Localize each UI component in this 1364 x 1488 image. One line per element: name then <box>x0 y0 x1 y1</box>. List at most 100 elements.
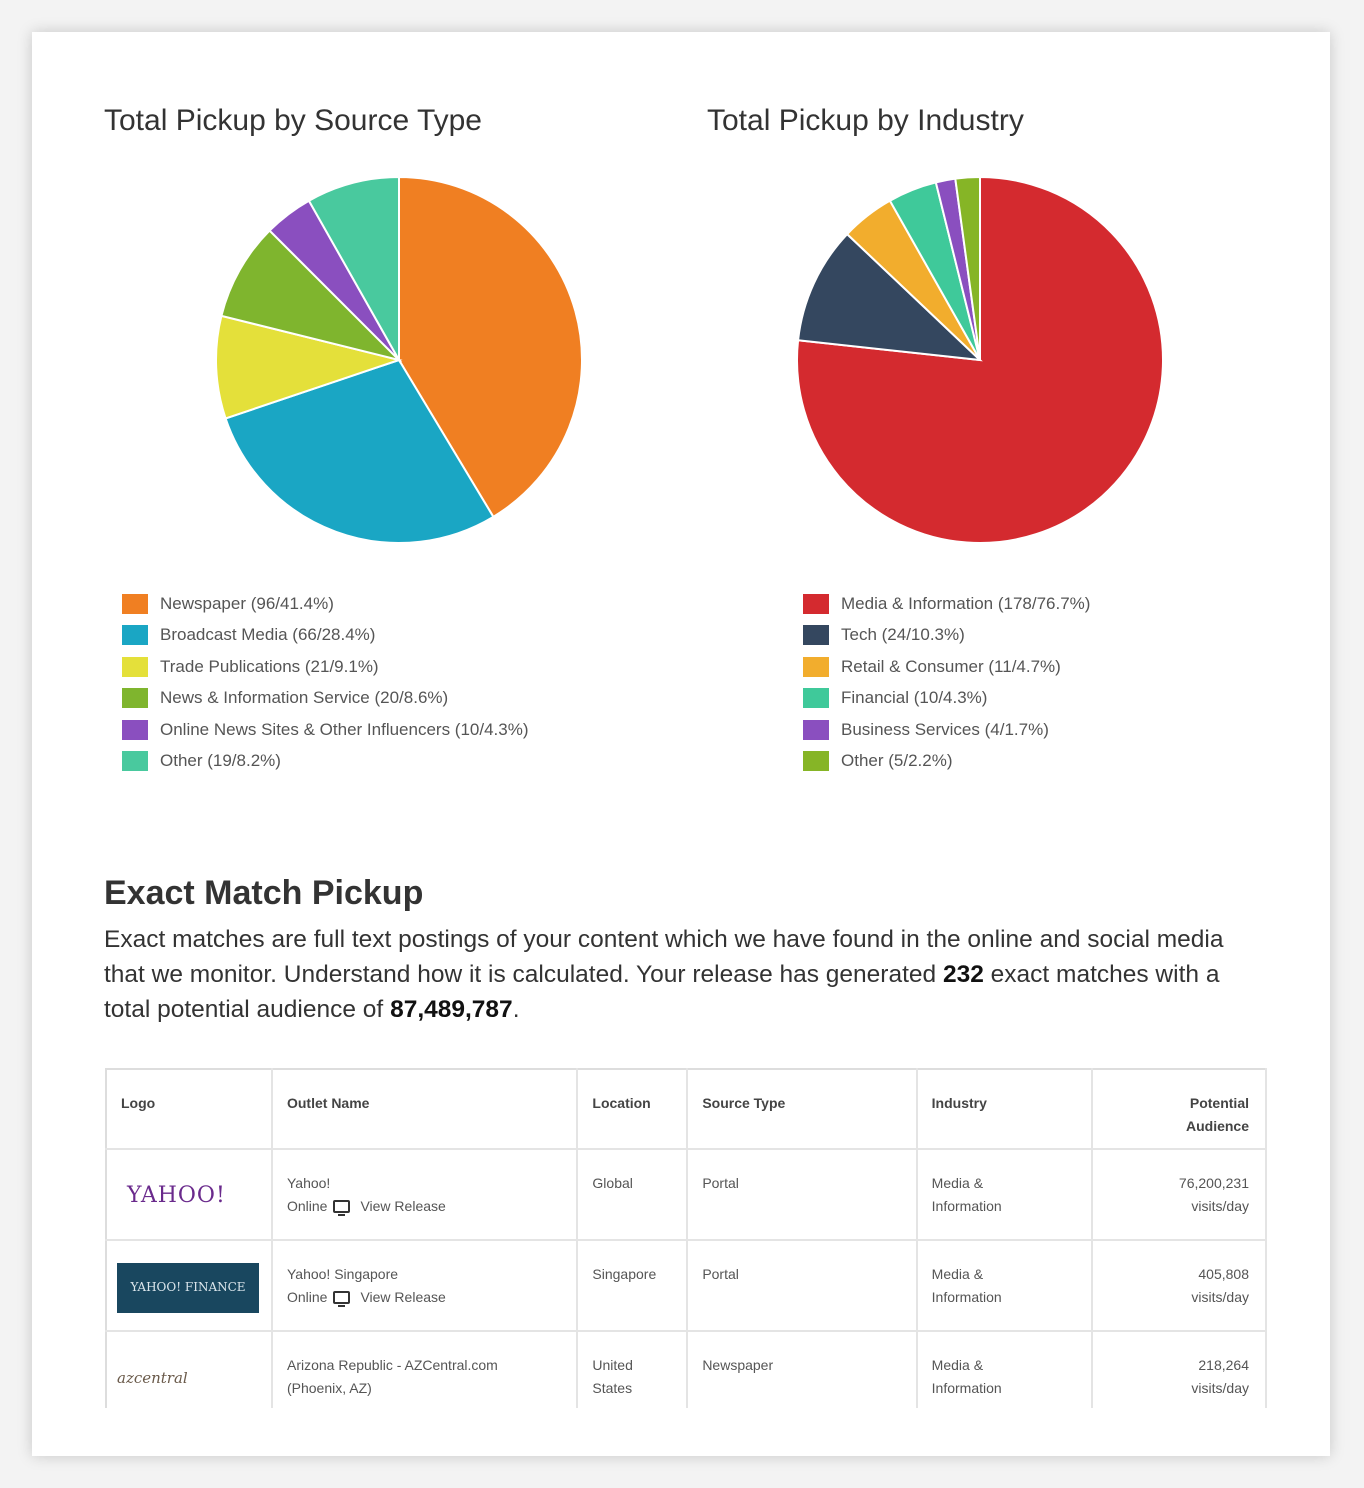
outlet-logo-cell: azcentral <box>106 1331 273 1408</box>
pie-slice-news-information-service[interactable] <box>220 229 403 362</box>
location-cell: Global <box>577 1149 689 1241</box>
source-type-chart-block: Total Pickup by Source Type Newspaper (9… <box>104 32 704 812</box>
column-header-location[interactable]: Location <box>577 1069 689 1150</box>
audience-cell: 218,264 visits/day <box>1092 1331 1267 1408</box>
legend-label: Media & Information (178/76.7%) <box>841 593 1091 613</box>
legend-label: Online News Sites & Other Influencers (1… <box>160 719 529 739</box>
exact-match-table: Logo Outlet Name Location Source Type In… <box>105 1068 1267 1408</box>
location-line-1: United <box>592 1357 633 1373</box>
exact-match-title: Exact Match Pickup <box>104 874 424 912</box>
industry-line-1: Media & <box>931 1175 984 1191</box>
header-audience-line1: Potential <box>1189 1095 1249 1111</box>
online-label: Online <box>286 1198 328 1214</box>
column-header-outlet-name[interactable]: Outlet Name <box>271 1069 579 1150</box>
outlet-name: Yahoo! Singapore <box>286 1266 399 1282</box>
industry-chart-block: Total Pickup by Industry Media & Informa… <box>707 32 1307 812</box>
audience-unit: visits/day <box>1191 1380 1249 1396</box>
industry-line-1: Media & <box>931 1357 984 1373</box>
exact-match-audience: 87,489,787 <box>390 996 513 1023</box>
industry-chart-title: Total Pickup by Industry <box>707 104 1024 137</box>
monitor-icon <box>333 1200 351 1216</box>
online-label: Online <box>286 1289 328 1305</box>
report-card: Total Pickup by Source Type Newspaper (9… <box>32 32 1330 1456</box>
pie-slice-other[interactable] <box>307 175 400 364</box>
legend-item-broadcast-media: Broadcast Media (66/28.4%) <box>122 620 529 652</box>
industry-legend: Media & Information (178/76.7%) Tech (24… <box>803 588 1090 777</box>
industry-line-2: Information <box>931 1198 1002 1214</box>
legend-item-newspaper: Newspaper (96/41.4%) <box>122 588 529 620</box>
outlet-name-cell: Arizona Republic - AZCentral.com (Phoenix… <box>271 1331 579 1408</box>
legend-swatch <box>122 688 148 709</box>
legend-swatch <box>122 719 148 740</box>
legend-item-other: Other (5/2.2%) <box>803 746 1090 778</box>
column-header-source-type[interactable]: Source Type <box>687 1069 918 1150</box>
outlet-name: Arizona Republic - AZCentral.com <box>286 1357 498 1373</box>
legend-item-news-information-service: News & Information Service (20/8.6%) <box>122 683 529 715</box>
pie-slice-other[interactable] <box>954 175 981 361</box>
industry-cell: Media & Information <box>916 1149 1094 1241</box>
location-line-2: States <box>592 1380 633 1396</box>
table-row: azcentral Arizona Republic - AZCentral.c… <box>106 1331 1267 1408</box>
legend-label: Tech (24/10.3%) <box>841 625 965 645</box>
industry-line-1: Media & <box>931 1266 984 1282</box>
exact-match-text-1: Exact matches are full text postings of … <box>104 926 1224 988</box>
legend-item-retail-consumer: Retail & Consumer (11/4.7%) <box>803 651 1090 683</box>
legend-swatch <box>803 751 829 772</box>
legend-label: News & Information Service (20/8.6%) <box>160 688 449 708</box>
exact-match-description: Exact matches are full text postings of … <box>104 922 1254 1027</box>
legend-label: Business Services (4/1.7%) <box>841 719 1049 739</box>
source-type-cell: Portal <box>687 1149 918 1241</box>
industry-pie-chart <box>796 175 1164 544</box>
audience-cell: 76,200,231 visits/day <box>1092 1149 1267 1241</box>
pie-slice-newspaper[interactable] <box>398 175 583 519</box>
column-header-potential-audience[interactable]: Potential Audience <box>1092 1069 1267 1150</box>
exact-match-count: 232 <box>942 961 984 988</box>
legend-item-media-information: Media & Information (178/76.7%) <box>803 588 1090 620</box>
column-header-industry[interactable]: Industry <box>916 1069 1094 1150</box>
legend-swatch <box>803 656 829 677</box>
outlet-name-cell: Yahoo! Online View Release <box>271 1149 579 1241</box>
legend-swatch <box>122 751 148 772</box>
source-type-pie-chart <box>215 175 583 544</box>
column-header-logo: Logo <box>106 1069 273 1150</box>
outlet-city: (Phoenix, AZ) <box>286 1380 372 1396</box>
exact-match-text-2: exact matches with a total potential aud… <box>104 961 1220 1023</box>
table-row: YAHOO! FINANCE Yahoo! Singapore Online Vi… <box>106 1240 1267 1332</box>
yahoo-logo: YAHOO! <box>127 1183 226 1208</box>
legend-label: Newspaper (96/41.4%) <box>160 593 334 613</box>
legend-label: Financial (10/4.3%) <box>841 688 988 708</box>
legend-swatch <box>122 593 148 614</box>
audience-unit: visits/day <box>1191 1289 1249 1305</box>
view-release-link[interactable]: View Release <box>360 1198 446 1214</box>
legend-swatch <box>803 688 829 709</box>
legend-label: Other (19/8.2%) <box>160 751 281 771</box>
industry-cell: Media & Information <box>916 1331 1094 1408</box>
outlet-logo-cell: YAHOO! FINANCE <box>106 1240 273 1332</box>
exact-match-table-container[interactable]: Logo Outlet Name Location Source Type In… <box>105 1068 1267 1408</box>
pie-slice-tech[interactable] <box>796 232 983 362</box>
header-audience-line2: Audience <box>1185 1118 1249 1134</box>
legend-label: Retail & Consumer (11/4.7%) <box>841 656 1061 676</box>
source-type-cell: Portal <box>687 1240 918 1332</box>
legend-item-financial: Financial (10/4.3%) <box>803 683 1090 715</box>
outlet-name-cell: Yahoo! Singapore Online View Release <box>271 1240 579 1332</box>
pie-slice-broadcast-media[interactable] <box>224 358 495 544</box>
source-type-chart-title: Total Pickup by Source Type <box>104 104 482 137</box>
legend-item-business-services: Business Services (4/1.7%) <box>803 714 1090 746</box>
legend-label: Other (5/2.2%) <box>841 751 953 771</box>
audience-value: 76,200,231 <box>1178 1175 1249 1191</box>
audience-value: 405,808 <box>1198 1266 1249 1282</box>
outlet-logo-cell: YAHOO! <box>106 1149 273 1241</box>
industry-line-2: Information <box>931 1289 1002 1305</box>
legend-swatch <box>803 719 829 740</box>
exact-match-text-3: . <box>512 996 520 1023</box>
legend-swatch <box>803 625 829 646</box>
view-release-link[interactable]: View Release <box>360 1289 446 1305</box>
yahoo-finance-logo: YAHOO! FINANCE <box>117 1262 259 1313</box>
table-row: YAHOO! Yahoo! Online View Release Global … <box>106 1149 1267 1241</box>
pie-slice-media-information[interactable] <box>796 175 1164 544</box>
legend-label: Trade Publications (21/9.1%) <box>160 656 379 676</box>
location-cell: Singapore <box>577 1240 689 1332</box>
table-header-row: Logo Outlet Name Location Source Type In… <box>106 1069 1267 1150</box>
pie-slice-trade-publications[interactable] <box>215 314 403 420</box>
